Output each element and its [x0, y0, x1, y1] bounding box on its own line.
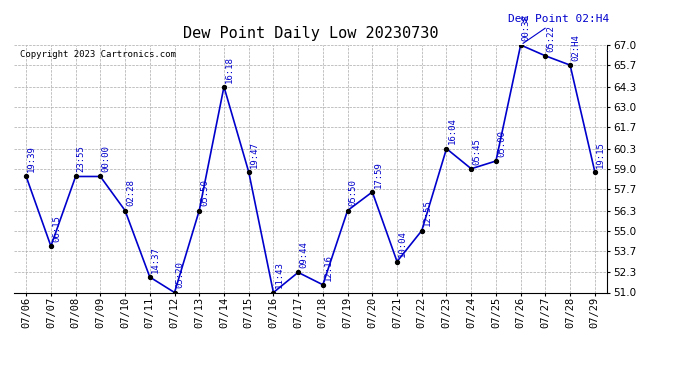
Point — [466, 166, 477, 172]
Text: 11:43: 11:43 — [275, 261, 284, 288]
Point — [169, 290, 180, 296]
Point — [243, 169, 254, 175]
Point — [391, 259, 402, 265]
Text: 12:55: 12:55 — [423, 200, 432, 226]
Point — [367, 189, 378, 195]
Point — [293, 269, 304, 275]
Text: 09:44: 09:44 — [299, 242, 308, 268]
Text: Copyright 2023 Cartronics.com: Copyright 2023 Cartronics.com — [20, 50, 176, 59]
Point — [564, 62, 575, 68]
Point — [540, 53, 551, 59]
Text: 16:04: 16:04 — [448, 118, 457, 144]
Text: Dew Point 02:H4: Dew Point 02:H4 — [509, 14, 609, 44]
Point — [194, 207, 205, 213]
Text: 00:00: 00:00 — [101, 146, 110, 172]
Text: 19:15: 19:15 — [596, 141, 605, 168]
Text: 05:00: 05:00 — [497, 130, 506, 157]
Text: 23:55: 23:55 — [77, 146, 86, 172]
Text: 02:H4: 02:H4 — [571, 34, 580, 61]
Text: 05:45: 05:45 — [472, 138, 481, 165]
Title: Dew Point Daily Low 20230730: Dew Point Daily Low 20230730 — [183, 26, 438, 41]
Point — [95, 174, 106, 180]
Point — [491, 158, 502, 164]
Text: 05:50: 05:50 — [348, 180, 357, 206]
Point — [416, 228, 427, 234]
Text: 05:50: 05:50 — [200, 180, 209, 206]
Point — [317, 282, 328, 288]
Point — [219, 84, 230, 90]
Point — [144, 274, 155, 280]
Point — [46, 243, 57, 249]
Text: 19:39: 19:39 — [27, 146, 36, 172]
Point — [70, 174, 81, 180]
Text: 17:59: 17:59 — [373, 161, 382, 188]
Point — [342, 207, 353, 213]
Point — [21, 174, 32, 180]
Text: 02:28: 02:28 — [126, 180, 135, 206]
Point — [589, 169, 600, 175]
Text: 10:04: 10:04 — [398, 231, 407, 257]
Point — [515, 42, 526, 48]
Text: 16:18: 16:18 — [225, 56, 234, 82]
Point — [119, 207, 130, 213]
Point — [441, 146, 452, 152]
Text: 00:38: 00:38 — [522, 14, 531, 41]
Point — [268, 290, 279, 296]
Text: 06:15: 06:15 — [52, 215, 61, 242]
Text: 05:22: 05:22 — [546, 25, 555, 52]
Text: 14:37: 14:37 — [151, 246, 160, 273]
Text: 19:47: 19:47 — [250, 141, 259, 168]
Text: 05:20: 05:20 — [175, 261, 184, 288]
Text: 12:16: 12:16 — [324, 254, 333, 280]
